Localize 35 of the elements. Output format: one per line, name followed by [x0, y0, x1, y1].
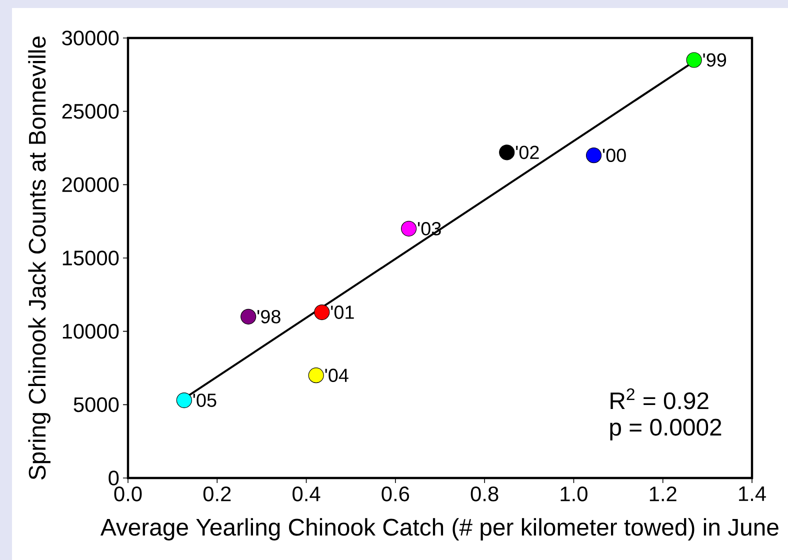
annotation: R$^{2}$ = 0.92 — [610, 388, 708, 410]
y-tick-label: 5000 — [74, 397, 119, 412]
y-tick-label: 10000 — [62, 324, 119, 339]
x-tick-label: 1.2 — [650, 486, 676, 502]
y-tick-label: 20000 — [62, 177, 119, 192]
point — [586, 148, 602, 164]
point — [686, 52, 702, 68]
y-tick-label: 25000 — [62, 104, 119, 119]
x-tick-label: 0.8 — [470, 486, 498, 502]
point — [176, 392, 192, 408]
point — [499, 144, 515, 160]
annotation: p = 0.0002 — [610, 418, 722, 440]
x-tick-label: 0.2 — [203, 486, 231, 502]
annotation: '98 — [257, 310, 280, 324]
annotation: '00 — [602, 148, 626, 162]
point — [314, 304, 330, 320]
point — [240, 308, 256, 324]
annotation: '01 — [331, 306, 354, 319]
x-tick-label: 1.0 — [560, 486, 588, 502]
y-tick-label: 0 — [108, 470, 119, 486]
annotation: '05 — [193, 394, 216, 407]
annotation: '04 — [325, 368, 348, 382]
x-axis-title: Average Yearling Chinook Catch (# per kilometer towed) in June — [100, 518, 778, 540]
y-tick-label: 15000 — [62, 250, 119, 266]
y-tick-label: 30000 — [62, 30, 119, 46]
annotation: '99 — [703, 53, 726, 67]
y-axis-title: Spring Chinook Jack Counts at Bonneville — [28, 36, 50, 480]
point — [401, 220, 417, 236]
x-tick-label: 1.4 — [739, 486, 766, 501]
annotation: '03 — [418, 222, 441, 236]
x-tick-label: 0.6 — [382, 486, 410, 502]
x-tick-label: 0.4 — [292, 486, 320, 502]
point — [308, 368, 324, 384]
annotation: '02 — [516, 146, 539, 160]
x-tick-label: 0.0 — [114, 486, 142, 502]
